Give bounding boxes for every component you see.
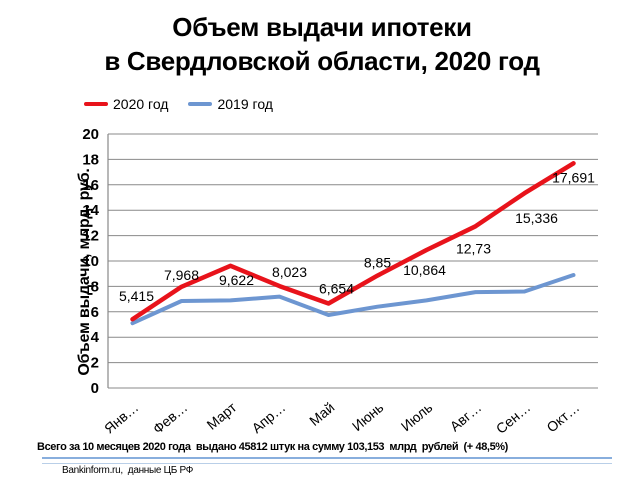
footer-source: Bankinform.ru, данные ЦБ РФ (62, 465, 194, 476)
y-tick-label: 14 (82, 202, 99, 219)
x-tick-label: Май (306, 399, 337, 429)
footer-summary: Всего за 10 месяцев 2020 года выдано 458… (37, 441, 508, 453)
x-tick-label: Июнь (349, 399, 387, 434)
legend-item-2019: 2019 год (188, 96, 273, 112)
x-tick-label: Янв… (101, 399, 141, 437)
y-tick-label: 10 (82, 253, 99, 270)
series-line-2019-год (130, 273, 576, 326)
y-tick-label: 20 (82, 126, 99, 143)
legend-label-2019: 2019 год (217, 96, 273, 112)
legend-line-marker-2019 (188, 102, 213, 106)
y-tick-label: 4 (91, 329, 100, 346)
y-tick-label: 6 (91, 304, 99, 321)
x-tick-label: Апр… (248, 399, 288, 436)
chart-legend: 2020 год 2019 год (84, 96, 273, 112)
x-tick-label: Сен… (493, 399, 534, 437)
data-label: 9,622 (219, 272, 254, 288)
footer-divider-line (42, 457, 612, 464)
data-label: 5,415 (119, 288, 154, 304)
y-tick-label: 8 (91, 278, 99, 295)
y-tick-label: 16 (82, 177, 99, 194)
data-label: 7,968 (164, 267, 199, 283)
legend-line-marker-2020 (84, 102, 108, 106)
y-tick-label: 2 (91, 355, 99, 372)
data-label: 8,85 (364, 255, 391, 271)
x-tick-label: Июль (398, 399, 436, 434)
chart-title-line1: Объем выдачи ипотеки (172, 12, 472, 42)
data-label: 12,73 (456, 240, 491, 256)
y-tick-label: 0 (91, 380, 99, 397)
x-tick-label: Окт… (543, 399, 582, 435)
x-tick-label: Авг… (447, 399, 485, 434)
legend-label-2020: 2020 год (113, 96, 169, 112)
chart-title-line2: в Свердловской области, 2020 год (104, 46, 540, 76)
series-line-2020-год (130, 161, 576, 322)
data-label: 6,654 (319, 280, 354, 296)
chart-title: Объем выдачи ипотеки в Свердловской обла… (0, 10, 644, 78)
legend-item-2020: 2020 год (84, 96, 168, 112)
data-label: 15,336 (515, 210, 558, 226)
data-label: 10,864 (403, 262, 446, 278)
y-tick-label: 12 (82, 228, 99, 245)
data-label: 8,023 (272, 264, 307, 280)
y-axis-title: Объем выдачи, млрд. руб. (76, 168, 93, 376)
line-chart-plot: 0 2 4 6 8 10 12 14 16 18 20 Янв… Фев… Март Апр… Май Июнь… (82, 126, 598, 437)
data-label: 17,691 (552, 169, 595, 185)
x-tick-label: Март (203, 399, 239, 433)
x-tick-label: Фев… (150, 399, 191, 437)
y-tick-label: 18 (82, 151, 99, 168)
